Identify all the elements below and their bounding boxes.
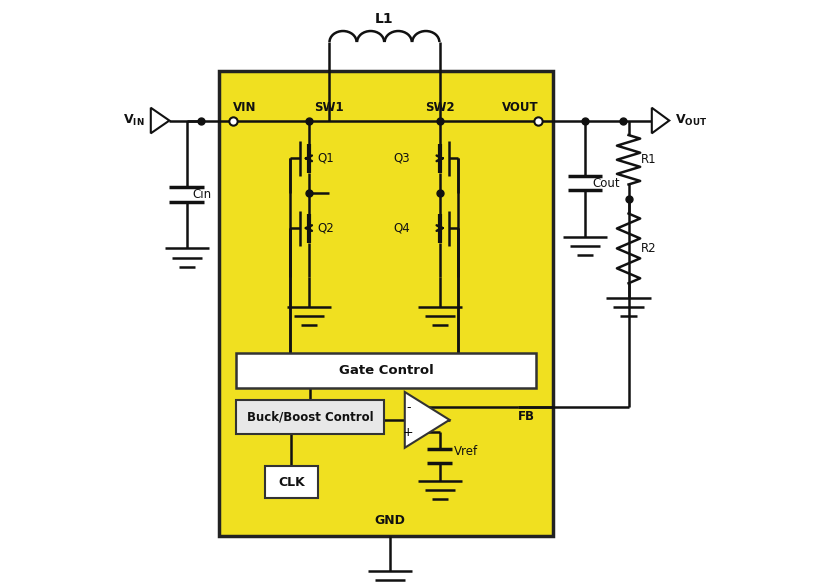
- Text: SW2: SW2: [425, 100, 455, 113]
- Bar: [219, 71, 553, 536]
- Text: L1: L1: [375, 12, 394, 26]
- Bar: [237, 399, 385, 434]
- Text: Vref: Vref: [454, 445, 478, 458]
- Text: -: -: [406, 401, 410, 414]
- Text: CLK: CLK: [278, 476, 305, 489]
- Text: FB: FB: [519, 411, 535, 423]
- Text: Q3: Q3: [393, 152, 410, 165]
- Text: Q2: Q2: [318, 221, 334, 235]
- Text: $\mathbf{V_{IN}}$: $\mathbf{V_{IN}}$: [123, 113, 145, 128]
- Text: Cout: Cout: [592, 176, 619, 190]
- Polygon shape: [404, 392, 450, 448]
- Text: R1: R1: [642, 153, 657, 166]
- Text: VOUT: VOUT: [502, 100, 538, 113]
- Text: R2: R2: [642, 242, 657, 255]
- Text: Cin: Cin: [193, 188, 212, 201]
- Text: +: +: [403, 426, 414, 439]
- Text: Q1: Q1: [318, 152, 334, 165]
- Text: GND: GND: [375, 515, 406, 527]
- Text: Q4: Q4: [393, 221, 410, 235]
- Polygon shape: [652, 108, 669, 133]
- Text: SW1: SW1: [314, 100, 344, 113]
- Bar: [265, 467, 318, 498]
- Bar: [237, 353, 536, 388]
- Text: Gate Control: Gate Control: [338, 364, 433, 377]
- Text: VIN: VIN: [233, 100, 257, 113]
- Text: Buck/Boost Control: Buck/Boost Control: [247, 411, 374, 423]
- Polygon shape: [151, 108, 170, 133]
- Text: $\mathbf{V_{OUT}}$: $\mathbf{V_{OUT}}$: [675, 113, 707, 128]
